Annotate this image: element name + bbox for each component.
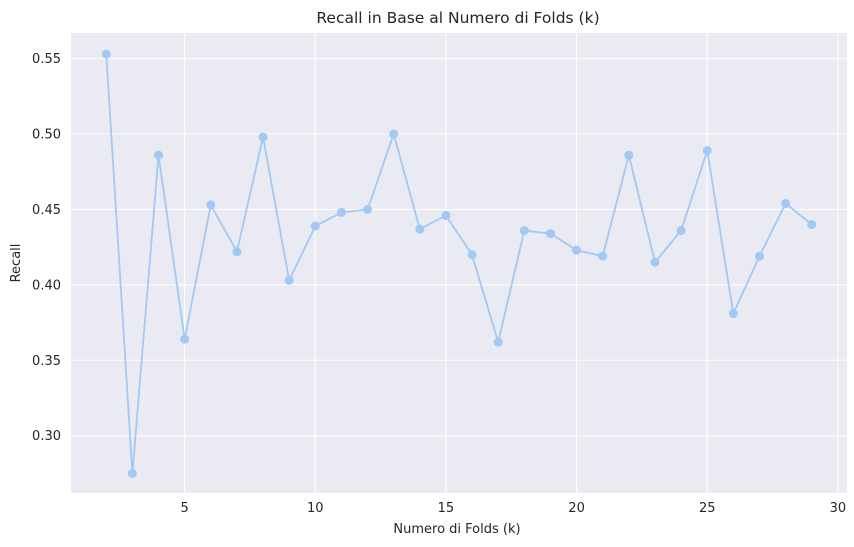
grid-lines (71, 33, 847, 493)
data-point (310, 221, 320, 231)
chart-title: Recall in Base al Numero di Folds (k) (316, 9, 599, 27)
data-point (336, 207, 346, 217)
data-point (650, 257, 660, 267)
data-point (232, 247, 242, 257)
x-tick-label: 25 (699, 501, 716, 516)
x-tick-label: 10 (307, 501, 324, 516)
data-point (127, 468, 137, 478)
data-point (598, 251, 608, 261)
y-axis-label: Recall (9, 244, 24, 283)
data-point (441, 210, 451, 220)
data-point (545, 229, 555, 239)
data-point (180, 334, 190, 344)
x-tick-label: 15 (438, 501, 455, 516)
x-tick-label: 30 (830, 501, 847, 516)
data-point (363, 204, 373, 214)
y-tick-label: 0.50 (32, 128, 61, 143)
x-axis-ticks: 5 10 15 20 25 30 (181, 501, 847, 516)
data-point (415, 224, 425, 234)
data-point (624, 150, 634, 160)
y-tick-label: 0.45 (32, 203, 61, 218)
data-point (676, 226, 686, 236)
data-point (206, 200, 216, 210)
data-point (728, 309, 738, 319)
data-point (389, 129, 399, 139)
y-tick-label: 0.55 (32, 52, 61, 67)
data-point (807, 220, 817, 230)
data-point (702, 146, 712, 156)
x-tick-label: 20 (568, 501, 585, 516)
data-point (754, 251, 764, 261)
y-tick-label: 0.35 (32, 354, 61, 369)
x-axis-label: Numero di Folds (k) (393, 522, 520, 537)
data-point (467, 250, 477, 260)
data-point (258, 132, 268, 142)
data-point (572, 245, 582, 255)
data-points (101, 49, 817, 478)
y-tick-label: 0.40 (32, 278, 61, 293)
plot-area (71, 33, 847, 493)
y-axis-ticks: 0.30 0.35 0.40 0.45 0.50 0.55 (32, 52, 61, 444)
series-line (105, 54, 813, 474)
data-point (781, 198, 791, 208)
data-point (101, 49, 111, 59)
data-point (493, 337, 503, 347)
data-point (519, 226, 529, 236)
data-point (154, 150, 164, 160)
data-point (284, 275, 294, 285)
y-tick-label: 0.30 (32, 429, 61, 444)
x-tick-label: 5 (181, 501, 189, 516)
